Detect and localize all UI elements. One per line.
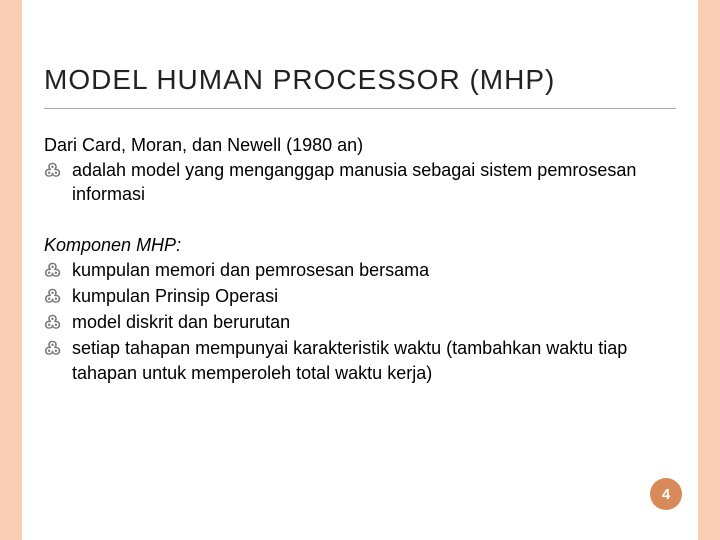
bullet-item: ߷ kumpulan memori dan pemrosesan bersama [44, 258, 676, 282]
section-label: Komponen MHP: [44, 235, 676, 256]
slide-title: MODEL HUMAN PROCESSOR (MHP) [44, 64, 676, 109]
bullet-glyph: ߷ [44, 336, 72, 360]
bullet-text: model diskrit dan berurutan [72, 310, 290, 334]
bullet-item: ߷ model diskrit dan berurutan [44, 310, 676, 334]
slide-content: MODEL HUMAN PROCESSOR (MHP) Dari Card, M… [44, 64, 676, 387]
bullet-text: setiap tahapan mempunyai karakteristik w… [72, 336, 676, 385]
bullet-glyph: ߷ [44, 284, 72, 308]
intro-line: Dari Card, Moran, dan Newell (1980 an) [44, 135, 676, 156]
bullet-item: ߷ setiap tahapan mempunyai karakteristik… [44, 336, 676, 385]
bullet-item: ߷ adalah model yang menganggap manusia s… [44, 158, 676, 207]
bullet-text: kumpulan memori dan pemrosesan bersama [72, 258, 429, 282]
decor-stripe-left [0, 0, 22, 540]
bullet-item: ߷ kumpulan Prinsip Operasi [44, 284, 676, 308]
page-number-badge: 4 [650, 478, 682, 510]
bullet-text: kumpulan Prinsip Operasi [72, 284, 278, 308]
bullet-text: adalah model yang menganggap manusia seb… [72, 158, 676, 207]
page-number: 4 [662, 486, 670, 503]
bullet-glyph: ߷ [44, 310, 72, 334]
bullet-glyph: ߷ [44, 258, 72, 282]
bullet-glyph: ߷ [44, 158, 72, 182]
decor-stripe-right [698, 0, 720, 540]
